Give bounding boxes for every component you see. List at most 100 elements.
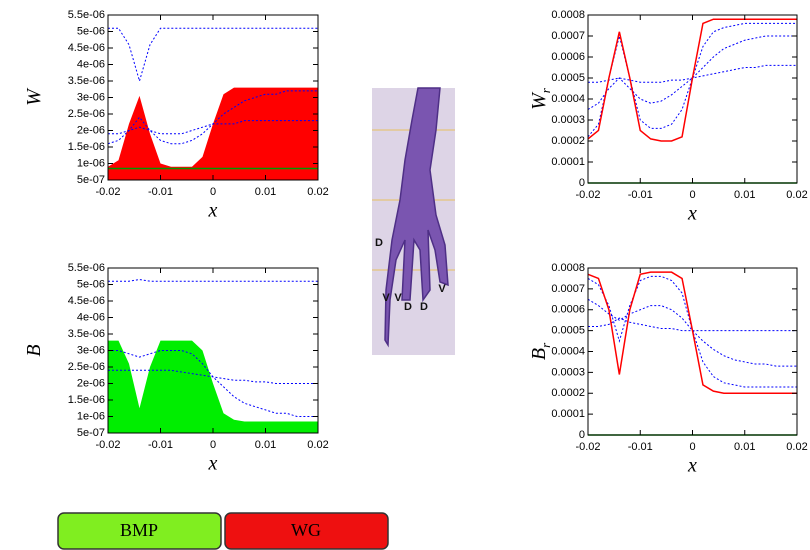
y-tick-label: 5.5e-06 [68,9,105,21]
y-tick-label: 5e-07 [77,174,105,186]
y-tick-label: 1e-06 [77,157,105,169]
y-tick-label: 3e-06 [77,91,105,103]
y-tick-label: 2e-06 [77,377,105,389]
y-tick-label: 5.5e-06 [68,262,105,274]
series-line [587,298,797,367]
y-tick-label: 0.0003 [551,366,585,378]
y-tick-label: 0 [579,177,585,189]
photo-label: D [420,301,428,313]
y-axis-label: B [23,344,45,356]
legend-box [57,512,222,550]
x-tick-label: -0.02 [575,189,600,201]
x-tick-label: -0.02 [95,439,120,451]
x-axis-label: x [687,203,697,225]
y-tick-label: 0.0005 [551,325,585,337]
series-line [587,18,797,142]
y-tick-label: 1e-06 [77,410,105,422]
photo-label: D [375,237,383,249]
y-tick-label: 5e-06 [77,278,105,290]
y-tick-label: 0.0001 [551,156,585,168]
y-tick-label: 1.5e-06 [68,141,105,153]
y-axis-label-main: W [528,91,550,110]
legend-label: WG [291,520,321,540]
x-tick-label: 0.01 [734,189,755,201]
series-line [108,27,318,83]
y-tick-label: 5e-06 [77,25,105,37]
y-tick-label: 3.5e-06 [68,328,105,340]
y-tick-label: 0.0004 [551,345,585,357]
x-tick-label: 0.02 [307,186,328,198]
y-tick-label: 0.0008 [551,262,585,274]
x-axis-label: x [208,453,218,475]
photo-label: V [394,292,402,304]
area [108,87,318,180]
x-tick-label: -0.02 [575,441,600,453]
x-tick-label: 0.02 [786,441,807,453]
x-tick-label: 0.01 [734,441,755,453]
y-tick-label: 4.5e-06 [68,42,105,54]
y-tick-label: 0.0003 [551,114,585,126]
plot-frame [587,267,798,436]
series-line [108,279,318,282]
x-tick-label: 0 [210,439,216,451]
y-tick-label: 0.0006 [551,304,585,316]
area [108,340,318,433]
y-axis-label-main: B [528,348,550,360]
y-axis-label-main: B [23,344,45,356]
photo-label: V [382,292,390,304]
y-tick-label: 3e-06 [77,344,105,356]
series-line [587,271,797,394]
y-tick-label: 0.0007 [551,283,585,295]
photo [372,87,455,355]
limb [384,87,449,348]
series-line [108,120,318,135]
x-tick-label: -0.01 [148,186,173,198]
x-tick-label: -0.01 [628,189,653,201]
x-tick-label: -0.02 [95,186,120,198]
x-tick-label: 0.01 [255,439,276,451]
y-axis-label: Br [528,342,554,360]
y-tick-label: 0.0004 [551,93,585,105]
y-tick-label: 0.0002 [551,135,585,147]
y-axis-label: W [23,87,45,106]
y-tick-label: 0.0001 [551,408,585,420]
y-tick-label: 0.0008 [551,9,585,21]
x-tick-label: 0 [210,186,216,198]
x-tick-label: -0.01 [628,441,653,453]
x-tick-label: -0.01 [148,439,173,451]
x-tick-label: 0.02 [307,439,328,451]
legend-box [224,512,389,550]
y-axis-label: Wr [528,87,554,110]
x-axis-label: x [208,200,218,222]
y-axis-label-subscript: r [538,342,553,348]
photo-label: V [438,283,446,295]
y-tick-label: 1.5e-06 [68,394,105,406]
y-tick-label: 5e-07 [77,427,105,439]
y-axis-label-subscript: r [538,87,553,93]
y-tick-label: 0.0005 [551,72,585,84]
y-tick-label: 4e-06 [77,58,105,70]
y-tick-label: 2.5e-06 [68,361,105,373]
x-tick-label: 0 [689,189,695,201]
y-tick-label: 3.5e-06 [68,75,105,87]
y-tick-label: 0.0007 [551,30,585,42]
photo-label: D [404,301,412,313]
y-tick-label: 0 [579,429,585,441]
plot-frame [587,14,798,184]
y-tick-label: 4.5e-06 [68,295,105,307]
x-tick-label: 0.01 [255,186,276,198]
x-tick-label: 0 [689,441,695,453]
y-tick-label: 0.0006 [551,51,585,63]
series-line [108,369,318,384]
y-tick-label: 2e-06 [77,124,105,136]
series-line [587,35,797,110]
x-tick-label: 0.02 [786,189,807,201]
legend-label: BMP [120,520,158,540]
y-tick-label: 0.0002 [551,387,585,399]
legend: BMP WG [57,512,389,550]
y-tick-label: 4e-06 [77,311,105,323]
y-tick-label: 2.5e-06 [68,108,105,120]
y-axis-label-main: W [23,87,45,106]
x-axis-label: x [687,455,697,477]
